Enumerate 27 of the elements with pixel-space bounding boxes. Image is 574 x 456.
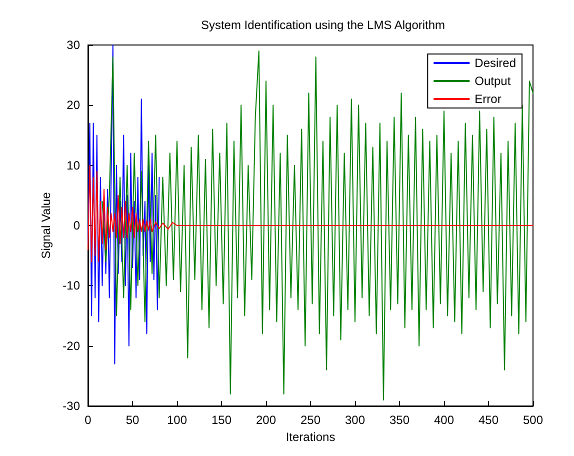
y-tick-label: 10 xyxy=(66,158,80,172)
y-axis-title: Signal Value xyxy=(38,192,53,259)
y-tick-label: -30 xyxy=(62,399,80,413)
chart-title: System Identification using the LMS Algorithm xyxy=(200,18,446,32)
y-tick-label: 0 xyxy=(73,218,80,232)
x-tick-label: 250 xyxy=(300,413,321,427)
x-tick-label: 400 xyxy=(434,413,454,427)
y-tick-label: 20 xyxy=(66,98,80,112)
line-series xyxy=(102,50,534,400)
x-tick-label: 350 xyxy=(389,413,410,427)
x-tick-label: 0 xyxy=(84,413,92,427)
x-tick-label: 50 xyxy=(126,413,140,427)
x-tick-label: 150 xyxy=(211,413,232,427)
x-axis-title: Iterations xyxy=(286,430,336,444)
y-tick-label: -10 xyxy=(62,278,80,293)
legend-label: Output xyxy=(474,74,512,88)
x-tick-label: 100 xyxy=(166,413,188,427)
x-tick-label: 500 xyxy=(522,413,544,427)
y-tick-label: 30 xyxy=(66,38,80,52)
legend-label: Error xyxy=(474,92,502,106)
legend-label: Desired xyxy=(474,56,516,70)
x-tick-label: 450 xyxy=(478,413,499,427)
y-tick-label: -20 xyxy=(62,338,80,353)
line-series xyxy=(88,44,160,364)
x-tick-label: 200 xyxy=(256,413,276,427)
x-tick-label: 300 xyxy=(344,413,366,427)
line-series xyxy=(88,164,534,262)
